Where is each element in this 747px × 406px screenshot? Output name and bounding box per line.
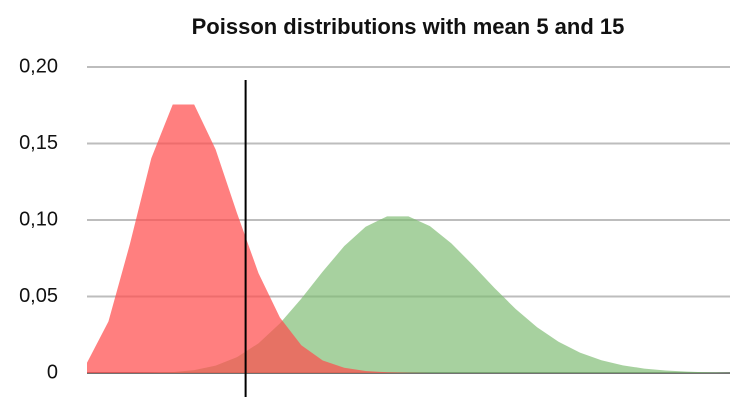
chart-title: Poisson distributions with mean 5 and 15 [192, 14, 625, 39]
area [87, 104, 730, 374]
area [87, 216, 730, 373]
y-tick-label: 0,20 [19, 55, 58, 77]
y-tick-label: 0,10 [19, 208, 58, 230]
y-tick-label: 0,05 [19, 285, 58, 307]
y-tick-label: 0,15 [19, 132, 58, 154]
y-tick-label: 0 [47, 361, 58, 383]
